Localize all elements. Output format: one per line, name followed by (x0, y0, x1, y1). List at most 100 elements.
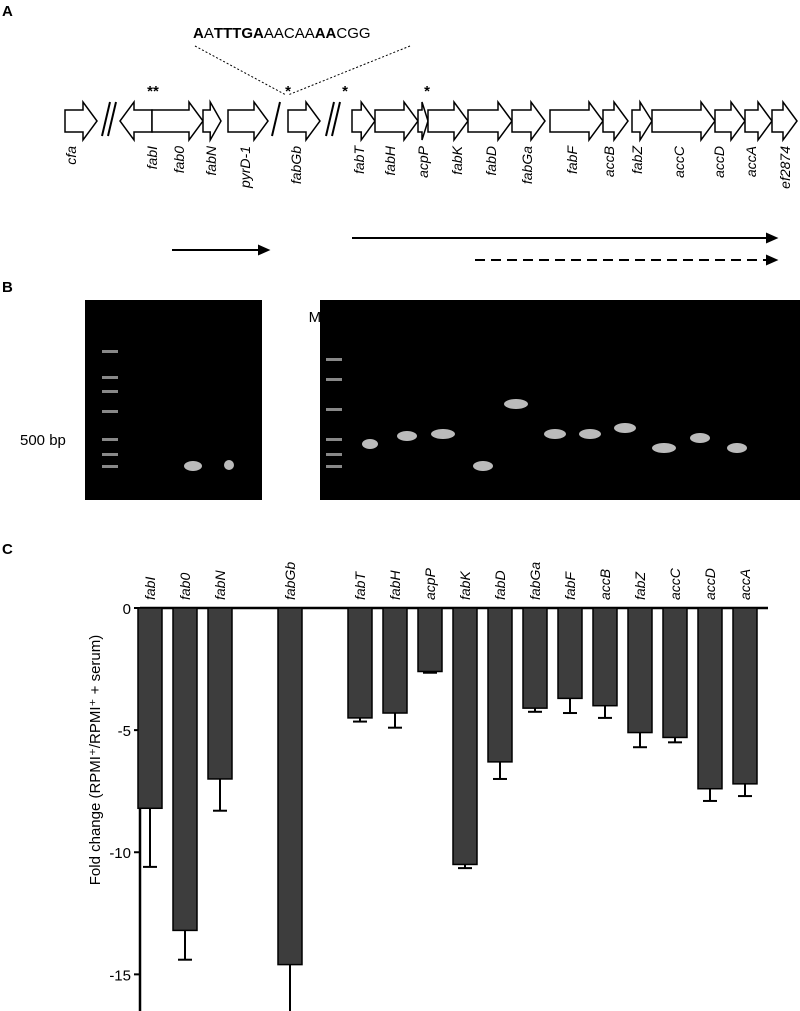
gel-band (579, 429, 601, 439)
x-tick-label: fabF (562, 571, 578, 600)
gene-label: acpP (415, 145, 431, 178)
gene-arrow (287, 99, 321, 143)
bar (137, 607, 163, 810)
gene-label: cfa (63, 146, 79, 165)
gene-label: fabGa (519, 146, 535, 184)
gene-label: fabI (144, 146, 160, 169)
gel-band (397, 431, 417, 441)
gene-arrow (631, 99, 653, 143)
lane-label: 4 (373, 309, 381, 326)
gene-label: ef2874 (777, 146, 793, 189)
gel-band (504, 399, 528, 409)
gel-band (362, 439, 378, 449)
panel-label: A (2, 3, 13, 20)
dotted-line (287, 45, 411, 96)
sequence-part: CGG (336, 25, 370, 42)
y-tick-label: -10 (109, 845, 131, 862)
lane-label: 9 (518, 309, 526, 326)
gene-arrow (227, 99, 269, 143)
lane-label: 7 (464, 309, 472, 326)
gel-band (102, 438, 118, 441)
gel-band (102, 376, 118, 379)
x-tick-label: fabGb (282, 562, 298, 600)
bar (417, 607, 443, 673)
y-axis-label: Fold change (RPMI⁺/RPMI⁺ + serum) (87, 635, 104, 886)
gene-label: fabD (483, 146, 499, 176)
bar (347, 607, 373, 719)
gene-arrow (511, 99, 546, 143)
bar (627, 607, 653, 734)
x-tick-label: accA (737, 569, 753, 600)
gel-band (326, 408, 342, 411)
x-tick-label: fab0 (177, 573, 193, 600)
gel-band (652, 443, 676, 453)
gene-arrow (64, 99, 98, 143)
gel-band (326, 438, 342, 441)
lane-label: MW (95, 309, 122, 326)
bar (557, 607, 583, 700)
asterisk: * (285, 83, 291, 100)
bar (662, 607, 688, 739)
lane-label: 8 (496, 309, 504, 326)
asterisk: * (342, 83, 348, 100)
x-tick-label: fabH (387, 570, 403, 600)
bar (382, 607, 408, 714)
gel-band (544, 429, 566, 439)
lane-label: 12 (613, 309, 630, 326)
x-tick-label: fabGa (527, 562, 543, 600)
y-tick-label: -15 (109, 967, 131, 984)
x-tick-label: accB (597, 569, 613, 600)
gel-band (184, 461, 202, 471)
sequence: AATTTGAAACAAAACGG (193, 25, 371, 42)
gel-band (326, 453, 342, 456)
sequence-part: AACAA (264, 25, 315, 42)
lane-label: 1 (164, 309, 172, 326)
gene-arrow (714, 99, 746, 143)
panel-label: B (2, 279, 13, 296)
lane-label: 5 (403, 309, 411, 326)
gel-band (224, 460, 234, 470)
gene-arrow (744, 99, 773, 143)
gel-band (431, 429, 455, 439)
gel-band (102, 453, 118, 456)
bar (172, 607, 198, 932)
gene-label: accC (671, 145, 687, 178)
panel-label: C (2, 541, 13, 558)
gel-band (102, 465, 118, 468)
breaks (101, 101, 341, 137)
bar (697, 607, 723, 790)
sequence-part: TTTGA (214, 25, 264, 42)
x-tick-label: fabZ (632, 572, 648, 600)
lane-label: 10 (544, 309, 561, 326)
x-tick-label: fabI (142, 577, 158, 600)
lane-label: 6 (434, 309, 442, 326)
lane-label: 15 (719, 309, 736, 326)
bar (487, 607, 513, 763)
gene-arrow (771, 99, 798, 143)
gel-band (690, 433, 710, 443)
gene-arrow (467, 99, 513, 143)
gel (320, 300, 800, 500)
gene-arrow (651, 99, 716, 143)
gene-label: fabT (351, 145, 367, 174)
sequence-part: A (193, 25, 204, 42)
gel-band (614, 423, 636, 433)
x-tick-label: accC (667, 567, 683, 600)
bar (522, 607, 548, 709)
gene-arrow (549, 99, 604, 143)
dotted-line (194, 45, 287, 96)
gene-arrow (119, 99, 153, 143)
lane-label: 2 (189, 309, 197, 326)
lane-label: 3 (214, 309, 222, 326)
gene-label: fabF (564, 145, 580, 174)
x-tick-label: acpP (422, 567, 438, 600)
bar (207, 607, 233, 780)
x-tick-label: fabD (492, 570, 508, 600)
x-tick-label: fabT (352, 571, 368, 600)
gene-label: fabGb (288, 146, 304, 184)
lane-label: 14 (681, 309, 698, 326)
gene-arrow (351, 99, 376, 143)
gene-label: pyrD-1 (237, 146, 253, 189)
gel (85, 300, 262, 500)
